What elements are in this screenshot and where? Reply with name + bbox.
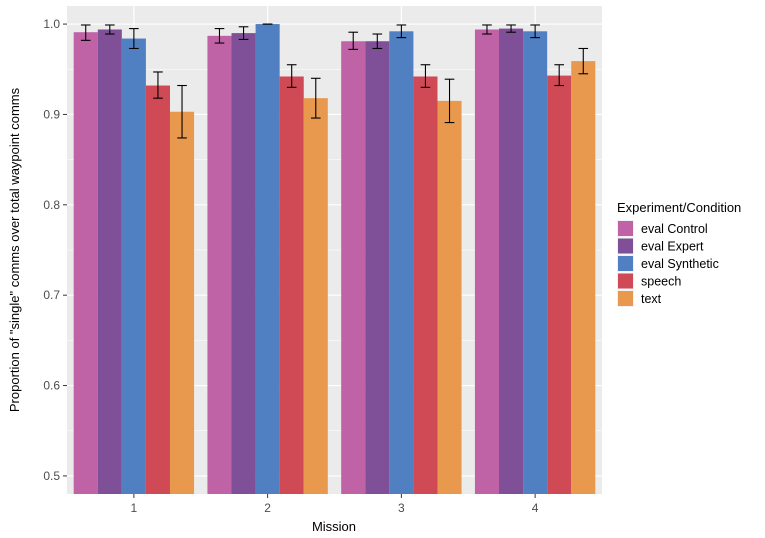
- legend-item: eval Synthetic: [617, 255, 719, 272]
- bars: [73, 24, 596, 495]
- legend-label: eval Synthetic: [641, 257, 719, 271]
- y-tick-label: 0.5: [43, 469, 60, 483]
- y-tick-label: 1.0: [43, 17, 60, 31]
- y-tick-label: 0.7: [43, 288, 60, 302]
- legend-swatch: [618, 273, 633, 289]
- bar: [474, 29, 500, 494]
- bar: [547, 75, 572, 495]
- y-tick-label: 0.6: [43, 379, 60, 393]
- legend-item: eval Expert: [617, 237, 704, 255]
- legend-item: eval Control: [617, 220, 708, 237]
- legend-label: text: [641, 292, 662, 306]
- bar: [571, 61, 596, 495]
- x-tick-label: 4: [532, 501, 539, 515]
- error-bar: [372, 33, 383, 50]
- x-axis: 1 2 3 4: [131, 494, 539, 515]
- bar: [389, 31, 414, 494]
- error-bar: [530, 24, 540, 39]
- bar: [523, 31, 548, 494]
- bar: [169, 111, 195, 494]
- legend-title: Experiment/Condition: [617, 200, 741, 215]
- bar: [437, 100, 462, 494]
- error-bar: [578, 47, 589, 75]
- bar: [231, 33, 256, 494]
- error-bar: [80, 24, 91, 41]
- error-bar: [214, 28, 225, 44]
- legend-label: speech: [641, 275, 681, 289]
- error-bar: [286, 64, 297, 88]
- error-bar: [482, 24, 492, 35]
- error-bar: [444, 78, 455, 124]
- error-bar: [396, 24, 407, 39]
- x-tick-label: 3: [398, 501, 405, 515]
- legend-label: eval Expert: [641, 240, 704, 254]
- legend-swatch: [618, 256, 633, 271]
- bar: [365, 41, 390, 494]
- bar: [97, 29, 122, 494]
- x-tick-label: 2: [264, 501, 271, 515]
- x-axis-title: Mission: [312, 519, 356, 534]
- error-bar: [506, 24, 516, 33]
- bar: [413, 76, 438, 494]
- legend-swatch: [618, 291, 633, 306]
- error-bar: [153, 71, 163, 99]
- y-tick-label: 0.9: [43, 107, 60, 121]
- error-bar: [348, 31, 359, 50]
- x-tick-label: 1: [131, 501, 138, 515]
- legend: Experiment/Condition eval Control eval Ex…: [617, 200, 741, 307]
- error-bar: [129, 28, 139, 50]
- error-bar: [310, 77, 321, 119]
- bar: [207, 35, 232, 494]
- error-bar: [238, 26, 249, 40]
- legend-item: text: [617, 290, 662, 307]
- bar: [499, 28, 524, 495]
- y-axis-title: Proportion of "single" comms over total …: [7, 87, 22, 412]
- bar: [145, 85, 170, 494]
- bar: [303, 98, 328, 494]
- error-bar: [104, 24, 115, 35]
- legend-swatch: [618, 221, 633, 236]
- legend-swatch: [618, 238, 633, 254]
- legend-label: eval Control: [641, 222, 708, 236]
- bar: [73, 32, 98, 495]
- bar: [121, 38, 146, 495]
- legend-item: speech: [617, 272, 681, 290]
- error-bar: [420, 64, 431, 88]
- bar: [341, 41, 366, 494]
- error-bar: [554, 64, 565, 87]
- error-bars: [80, 23, 589, 139]
- bar: [279, 76, 304, 494]
- error-bar: [177, 84, 187, 139]
- y-axis: 0.5 0.6 0.7 0.8 0.9 1.0: [43, 17, 67, 483]
- bar: [255, 24, 280, 495]
- y-tick-label: 0.8: [43, 198, 60, 212]
